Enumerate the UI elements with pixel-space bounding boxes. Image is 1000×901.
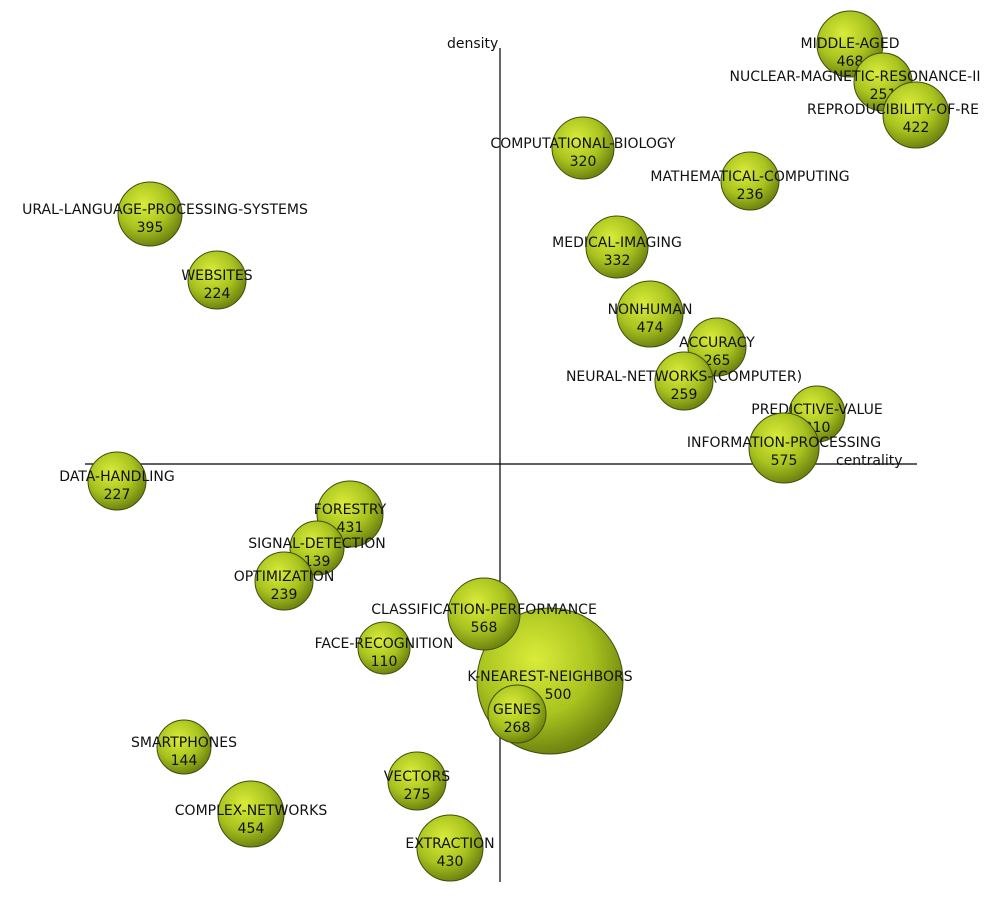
bubble-label: COMPLEX-NETWORKS bbox=[175, 803, 328, 819]
bubble-value: 332 bbox=[604, 253, 631, 269]
bubble-label: MEDICAL-IMAGING bbox=[552, 235, 682, 251]
bubble-label: MATHEMATICAL-COMPUTING bbox=[650, 169, 849, 185]
bubble-classification-performance: CLASSIFICATION-PERFORMANCE 568 bbox=[371, 577, 597, 651]
bubble-circle bbox=[748, 412, 820, 484]
bubble-information-processing: INFORMATION-PROCESSING 575 bbox=[687, 412, 881, 484]
bubble-value: 575 bbox=[771, 453, 798, 469]
bubble-label: INFORMATION-PROCESSING bbox=[687, 435, 881, 451]
bubble-optimization: OPTIMIZATION 239 bbox=[234, 551, 335, 611]
bubble-ural-language-processing-systems: URAL-LANGUAGE-PROCESSING-SYSTEMS 395 bbox=[22, 181, 308, 247]
bubble-label: CLASSIFICATION-PERFORMANCE bbox=[371, 602, 597, 618]
bubble-label: K-NEAREST-NEIGHBORS bbox=[467, 669, 632, 685]
bubble-label: MIDDLE-AGED bbox=[801, 36, 900, 52]
bubble-value: 265 bbox=[704, 353, 731, 369]
bubble-value: 422 bbox=[903, 120, 930, 136]
bubble-layer: K-NEAREST-NEIGHBORS 500 MIDDLE-AGED 468NUCL… bbox=[22, 10, 981, 882]
bubble-value: 268 bbox=[504, 720, 531, 736]
bubble-medical-imaging: MEDICAL-IMAGING 332 bbox=[552, 215, 682, 279]
bubble-circle bbox=[551, 116, 615, 180]
bubble-mathematical-computing: MATHEMATICAL-COMPUTING 236 bbox=[650, 151, 850, 211]
bubble-genes: GENES 268 bbox=[487, 684, 547, 744]
bubble-label: SMARTPHONES bbox=[131, 735, 237, 751]
bubble-circle bbox=[87, 451, 147, 511]
bubble-label: COMPUTATIONAL-BIOLOGY bbox=[490, 136, 676, 152]
bubble-label: NEURAL-NETWORKS-(COMPUTER) bbox=[566, 369, 802, 385]
bubble-value: 139 bbox=[304, 554, 331, 570]
bubble-value: 431 bbox=[337, 520, 364, 536]
bubble-label: FACE-RECOGNITION bbox=[315, 636, 454, 652]
bubble-circle bbox=[882, 81, 950, 149]
bubble-value: 320 bbox=[570, 154, 597, 170]
bubble-circle bbox=[254, 551, 314, 611]
bubble-label: OPTIMIZATION bbox=[234, 569, 335, 585]
bubble-label: VECTORS bbox=[384, 769, 450, 785]
bubble-label: WEBSITES bbox=[181, 268, 252, 284]
bubble-circle bbox=[217, 780, 285, 848]
bubble-label: FORESTRY bbox=[314, 502, 387, 518]
bubble-computational-biology: COMPUTATIONAL-BIOLOGY 320 bbox=[490, 116, 676, 180]
bubble-vectors: VECTORS 275 bbox=[384, 751, 450, 811]
bubble-value: 224 bbox=[204, 286, 231, 302]
y-axis-label: density bbox=[447, 36, 498, 52]
bubble-value: 239 bbox=[271, 587, 298, 603]
bubble-extraction: EXTRACTION 430 bbox=[405, 814, 495, 882]
bubble-value: 259 bbox=[671, 387, 698, 403]
bubble-circle bbox=[616, 280, 684, 348]
bubble-circle bbox=[416, 814, 484, 882]
bubble-value: 454 bbox=[238, 821, 265, 837]
bubble-circle bbox=[387, 751, 447, 811]
bubble-value: 144 bbox=[171, 753, 198, 769]
bubble-value: 474 bbox=[637, 320, 664, 336]
bubble-circle bbox=[187, 250, 247, 310]
bubble-value: 236 bbox=[737, 187, 764, 203]
bubble-label: URAL-LANGUAGE-PROCESSING-SYSTEMS bbox=[22, 202, 308, 218]
bubble-circle bbox=[156, 719, 212, 775]
bubble-label: EXTRACTION bbox=[405, 836, 494, 852]
bubble-value: 468 bbox=[837, 54, 864, 70]
bubble-circle bbox=[585, 215, 649, 279]
bubble-face-recognition: FACE-RECOGNITION 110 bbox=[315, 621, 454, 675]
bubble-value: 568 bbox=[471, 620, 498, 636]
bubble-circle bbox=[720, 151, 780, 211]
bubble-label: DATA-HANDLING bbox=[59, 469, 174, 485]
bubble-label: ACCURACY bbox=[679, 335, 755, 351]
bubble-websites: WEBSITES 224 bbox=[181, 250, 253, 310]
bubble-value: 430 bbox=[437, 854, 464, 870]
bubble-nonhuman: NONHUMAN 474 bbox=[608, 280, 693, 348]
bubble-value: 227 bbox=[104, 487, 131, 503]
bubble-reproducibility-of-re: REPRODUCIBILITY-OF-RE 422 bbox=[807, 81, 979, 149]
bubble-label: GENES bbox=[493, 702, 541, 718]
bubble-circle bbox=[357, 621, 411, 675]
bubble-value: 275 bbox=[404, 787, 431, 803]
bubble-label: NUCLEAR-MAGNETIC-RESONANCE-II bbox=[730, 69, 981, 85]
bubble-circle bbox=[447, 577, 521, 651]
bubble-label: NONHUMAN bbox=[608, 302, 693, 318]
bubble-data-handling: DATA-HANDLING 227 bbox=[59, 451, 175, 511]
bubble-value: 395 bbox=[137, 220, 164, 236]
bubble-label: SIGNAL-DETECTION bbox=[248, 536, 386, 552]
bubble-circle bbox=[117, 181, 183, 247]
bubble-smartphones: SMARTPHONES 144 bbox=[131, 719, 237, 775]
bubble-value: 110 bbox=[371, 654, 398, 670]
bubble-value: 500 bbox=[545, 687, 572, 703]
bubble-label: REPRODUCIBILITY-OF-RE bbox=[807, 102, 979, 118]
bubble-circle bbox=[487, 684, 547, 744]
bubble-complex-networks: COMPLEX-NETWORKS 454 bbox=[175, 780, 328, 848]
bubble-circle bbox=[654, 351, 714, 411]
x-axis-label: centrality bbox=[836, 453, 903, 469]
bubble-neural-networks-computer: NEURAL-NETWORKS-(COMPUTER) 259 bbox=[566, 351, 802, 411]
